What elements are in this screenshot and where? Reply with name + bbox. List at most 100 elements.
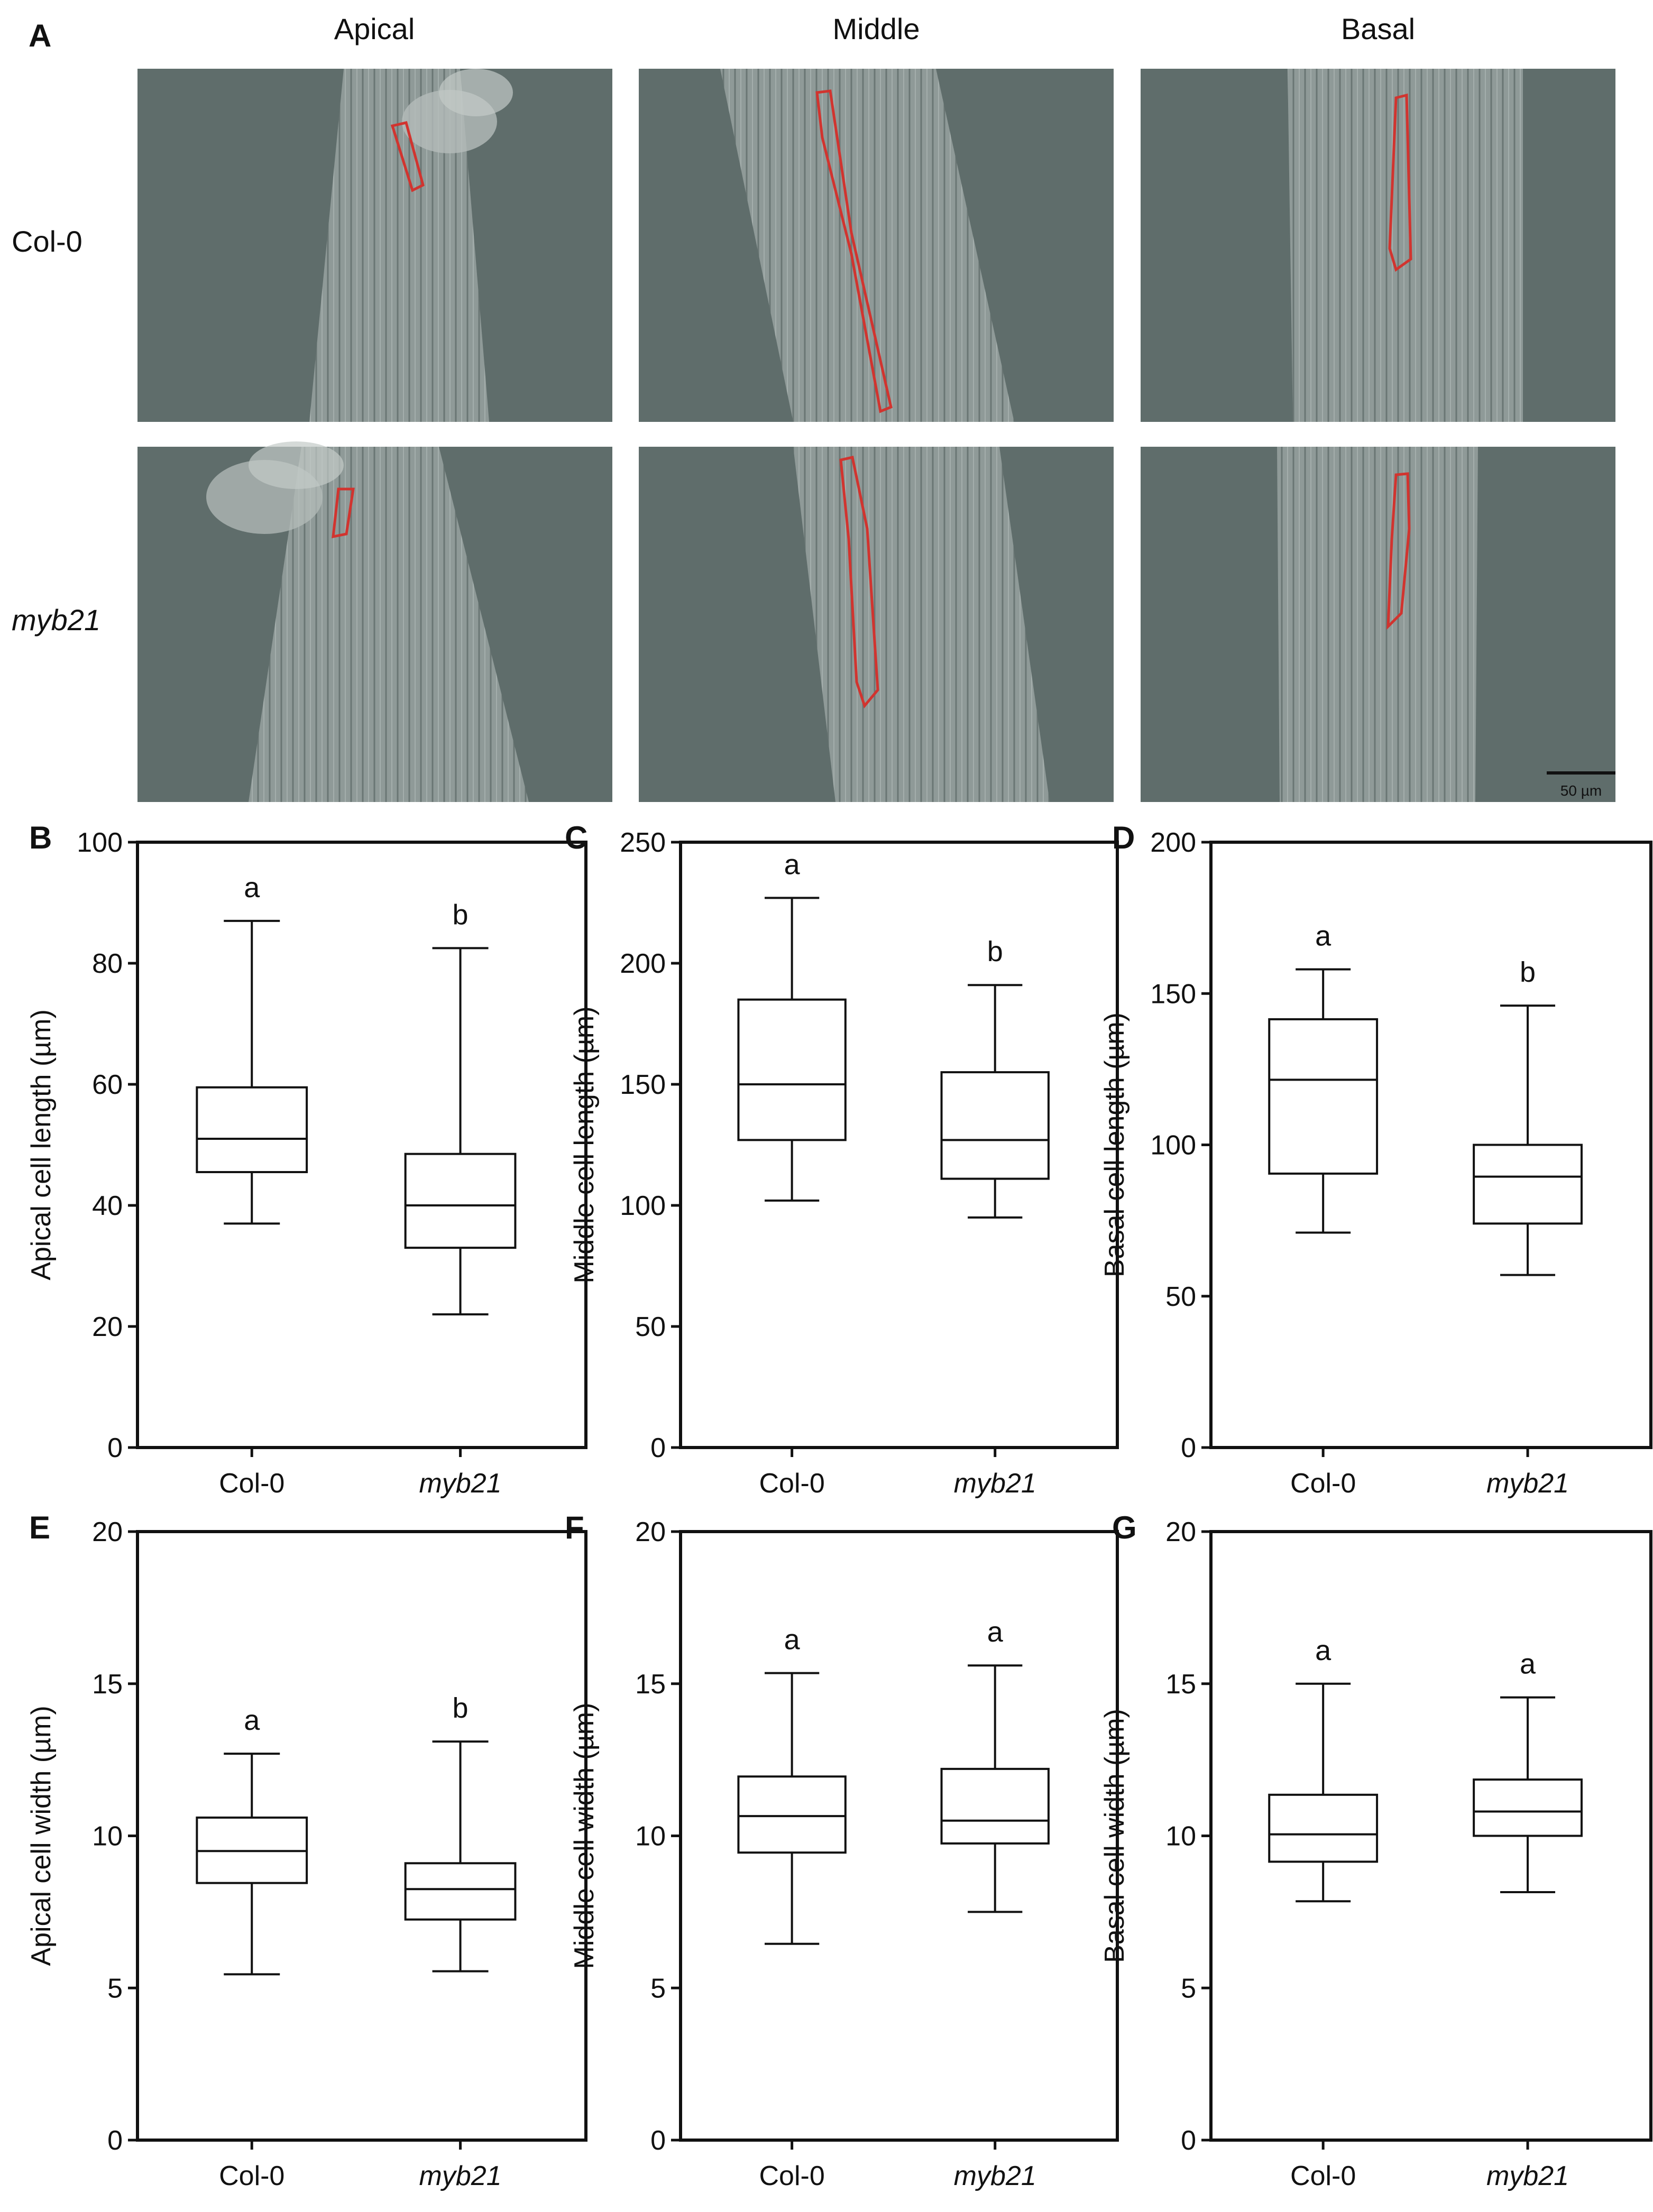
- y-tick-label: 100: [77, 827, 123, 858]
- x-tick-label: myb21: [419, 1468, 502, 1499]
- y-tick-label: 0: [1181, 2125, 1196, 2156]
- plot-frame: [679, 841, 1119, 1449]
- iqr-box: [404, 1153, 517, 1249]
- chart-panel-f: F 0 5 10 15 20 Middle cell width (µm) a Col-0 a my…: [565, 1510, 1119, 2191]
- cell-outline: [390, 121, 425, 192]
- plot-frame: [136, 841, 587, 1449]
- chart-panel-e: E 0 5 10 15 20 Apical cell width (µm) a Col-0 b my…: [26, 1510, 587, 2191]
- y-tick-label: 0: [650, 2125, 666, 2156]
- significance-letter: b: [453, 1692, 469, 1724]
- significance-letter: a: [1520, 1648, 1536, 1680]
- y-tick-label: 15: [1165, 1669, 1196, 1700]
- y-tick-label: 200: [1150, 827, 1196, 858]
- y-tick-label: 60: [92, 1070, 123, 1100]
- micrograph-grid: 50 µm: [137, 69, 1615, 802]
- y-tick-label: 5: [1181, 1973, 1196, 2004]
- y-tick-label: 20: [635, 1517, 666, 1547]
- cell-outline: [1386, 472, 1411, 630]
- x-tick-label: myb21: [1486, 2161, 1569, 2191]
- y-axis-title: Apical cell width (µm): [26, 1706, 57, 1966]
- y-tick-label: 15: [92, 1669, 123, 1700]
- column-header-middle: Middle: [833, 12, 920, 45]
- x-tick-label: Col-0: [219, 1468, 284, 1499]
- panel-a-letter: A: [29, 18, 51, 53]
- box-col0: a: [196, 1704, 308, 1976]
- x-tick-label: Col-0: [219, 2161, 284, 2191]
- cell-outline: [839, 455, 879, 709]
- y-tick-label: 250: [620, 827, 666, 858]
- y-tick-label: 5: [650, 1973, 666, 2004]
- y-tick-label: 100: [620, 1191, 666, 1221]
- iqr-box: [940, 1071, 1050, 1180]
- significance-letter: a: [784, 849, 801, 880]
- row-header-col0: Col-0: [12, 225, 82, 258]
- chart-panel-c: C 0 50 100 150 200 250 Middle cell length (µm) a…: [565, 820, 1119, 1499]
- y-tick-label: 50: [635, 1312, 666, 1342]
- box-col0: a: [196, 872, 308, 1225]
- x-tick-label: myb21: [954, 1468, 1036, 1499]
- significance-letter: a: [244, 1704, 260, 1736]
- y-axis-title: Middle cell width (µm): [569, 1703, 600, 1969]
- y-tick-label: 200: [620, 948, 666, 979]
- micrograph-myb21-basal: 50 µm: [1141, 447, 1615, 802]
- y-axis-title: Basal cell length (µm): [1099, 1012, 1130, 1277]
- y-tick-label: 0: [1181, 1433, 1196, 1463]
- panel-letter: D: [1112, 820, 1135, 855]
- y-tick-label: 20: [92, 1312, 123, 1342]
- y-tick-label: 0: [650, 1433, 666, 1463]
- significance-letter: b: [1520, 956, 1536, 988]
- x-tick-label: Col-0: [1290, 1468, 1356, 1499]
- y-tick-label: 0: [107, 2125, 123, 2156]
- iqr-box: [1268, 1793, 1379, 1863]
- panel-letter: B: [29, 820, 52, 855]
- x-tick-label: myb21: [954, 2161, 1036, 2191]
- y-tick-label: 10: [1165, 1821, 1196, 1852]
- y-tick-label: 100: [1150, 1130, 1196, 1161]
- column-header-basal: Basal: [1341, 12, 1415, 45]
- scale-bar-label: 50 µm: [1560, 782, 1602, 799]
- cell-outline: [332, 487, 355, 539]
- y-axis-title: Apical cell length (µm): [26, 1009, 57, 1280]
- box-col0: a: [737, 1624, 847, 1945]
- cell-outline: [1388, 93, 1412, 272]
- significance-letter: a: [244, 872, 260, 904]
- chart-panel-d: D 0 50 100 150 200 Basal cell length (µm) a Col-…: [1099, 820, 1652, 1499]
- significance-letter: a: [1315, 1635, 1331, 1666]
- y-axis-title: Basal cell width (µm): [1099, 1709, 1130, 1963]
- box-myb21: b: [940, 936, 1050, 1219]
- panel-letter: C: [565, 820, 587, 855]
- significance-letter: a: [987, 1616, 1004, 1648]
- iqr-box: [940, 1767, 1050, 1845]
- y-tick-label: 10: [635, 1821, 666, 1852]
- box-myb21: b: [404, 899, 517, 1316]
- chart-panel-g: G 0 5 10 15 20 Basal cell width (µm) a Col-0 a myb…: [1099, 1510, 1652, 2191]
- x-tick-label: Col-0: [759, 2161, 824, 2191]
- micrograph-col0-apical: [137, 69, 612, 422]
- y-tick-label: 150: [1150, 979, 1196, 1009]
- iqr-box: [737, 1775, 847, 1854]
- box-myb21: b: [1473, 956, 1583, 1276]
- iqr-box: [1473, 1778, 1583, 1837]
- box-myb21: b: [404, 1692, 517, 1973]
- micrograph-myb21-middle: [639, 447, 1114, 802]
- y-tick-label: 20: [92, 1517, 123, 1547]
- iqr-box: [1268, 1018, 1379, 1175]
- micrograph-col0-middle: [639, 69, 1114, 422]
- box-col0: a: [737, 849, 847, 1202]
- significance-letter: a: [1315, 920, 1331, 952]
- y-tick-label: 20: [1165, 1517, 1196, 1547]
- panel-letter: F: [565, 1510, 584, 1545]
- micrograph-myb21-apical: [137, 441, 612, 802]
- cell-outline: [815, 89, 893, 413]
- significance-letter: b: [987, 936, 1003, 967]
- chart-panel-b: B 0 20 40 60 80 100 Apical cell length (µm) a Col…: [26, 820, 587, 1499]
- y-tick-label: 0: [107, 1433, 123, 1463]
- box-col0: a: [1268, 920, 1379, 1234]
- y-tick-label: 15: [635, 1669, 666, 1700]
- column-header-apical: Apical: [334, 12, 415, 45]
- panel-letter: G: [1112, 1510, 1137, 1545]
- x-tick-label: Col-0: [1290, 2161, 1356, 2191]
- x-tick-label: myb21: [419, 2161, 502, 2191]
- box-col0: a: [1268, 1635, 1379, 1903]
